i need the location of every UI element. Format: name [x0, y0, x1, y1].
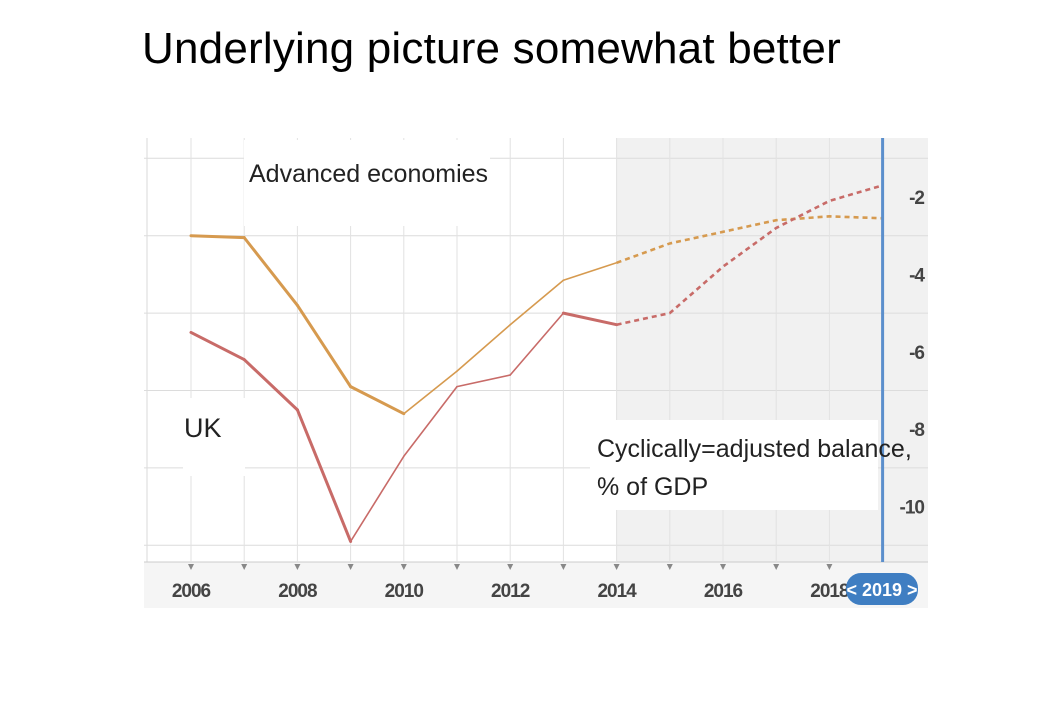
series-group: [189, 184, 883, 543]
x-tick-mark: [507, 564, 514, 570]
series-uk-segment: [242, 358, 299, 412]
x-tick-label: 2018: [810, 581, 849, 602]
annotation-line-1: Cyclically=adjusted balance,: [597, 435, 912, 463]
y-tick-label: -10: [900, 498, 925, 519]
y-tick-label: -8: [909, 420, 924, 441]
x-tick-mark: [294, 564, 301, 570]
series-advanced-forecast: [616, 215, 883, 265]
series-uk-segment: [509, 312, 565, 376]
x-tick-mark: [826, 564, 833, 570]
x-tick-mark: [720, 564, 726, 570]
y-tick-label: -4: [909, 265, 925, 286]
y-tick-labels: -2 -4 -6 -8 -10: [900, 188, 927, 519]
x-tick-label: 2008: [278, 581, 317, 602]
annotation-box: [590, 420, 878, 510]
legend-advanced-economies: Advanced economies: [249, 160, 488, 188]
series-uk-segment: [402, 385, 458, 458]
series-uk-segment: [295, 408, 353, 543]
year-selector[interactable]: < 2019 >: [846, 573, 918, 605]
year-selector-pill[interactable]: [846, 573, 918, 605]
legend-box-uk: [183, 398, 245, 476]
x-tick-label: 2006: [172, 581, 211, 602]
y-tick-label: -6: [909, 343, 924, 364]
x-tick-mark: [188, 564, 194, 570]
x-axis-band: [144, 562, 928, 608]
x-tick-label: 2010: [385, 581, 424, 602]
x-tick-label: 2014: [597, 581, 637, 602]
x-tick-mark: [241, 564, 248, 570]
x-tick-mark: [773, 564, 780, 570]
x-tick-mark: [400, 564, 407, 570]
x-tick-label: 2016: [704, 581, 743, 602]
series-advanced-segment: [189, 234, 246, 240]
series-advanced-segment: [402, 370, 458, 415]
series-advanced-segment: [562, 261, 618, 282]
series-advanced-segment: [295, 303, 353, 389]
x-tick-mark: [666, 564, 673, 570]
x-tick-mark: [454, 564, 460, 570]
series-advanced-segment: [456, 323, 512, 372]
annotation-line-2: % of GDP: [597, 473, 708, 501]
legend-box-advanced: [244, 140, 490, 226]
year-selector-label[interactable]: < 2019 >: [846, 580, 917, 600]
series-advanced-segment: [242, 236, 299, 307]
y-tick-label: -2: [909, 188, 924, 209]
series-uk-segment: [349, 455, 405, 543]
series-uk-segment: [561, 311, 619, 327]
series-advanced-segment: [349, 385, 406, 416]
series-uk-segment: [189, 330, 246, 362]
x-tick-mark: [347, 564, 354, 570]
x-tick-labels: 2006 2008 2010 2012 2014 2016 2018: [172, 581, 850, 602]
x-tick-mark: [560, 564, 567, 570]
slide-title: Underlying picture somewhat better: [142, 24, 841, 73]
series-uk-forecast: [616, 184, 883, 326]
x-tick-mark: [613, 564, 620, 570]
legend-uk: UK: [184, 413, 222, 443]
x-tick-label: 2012: [491, 581, 530, 602]
series-uk-segment: [456, 374, 512, 388]
series-advanced-segment: [509, 279, 565, 326]
